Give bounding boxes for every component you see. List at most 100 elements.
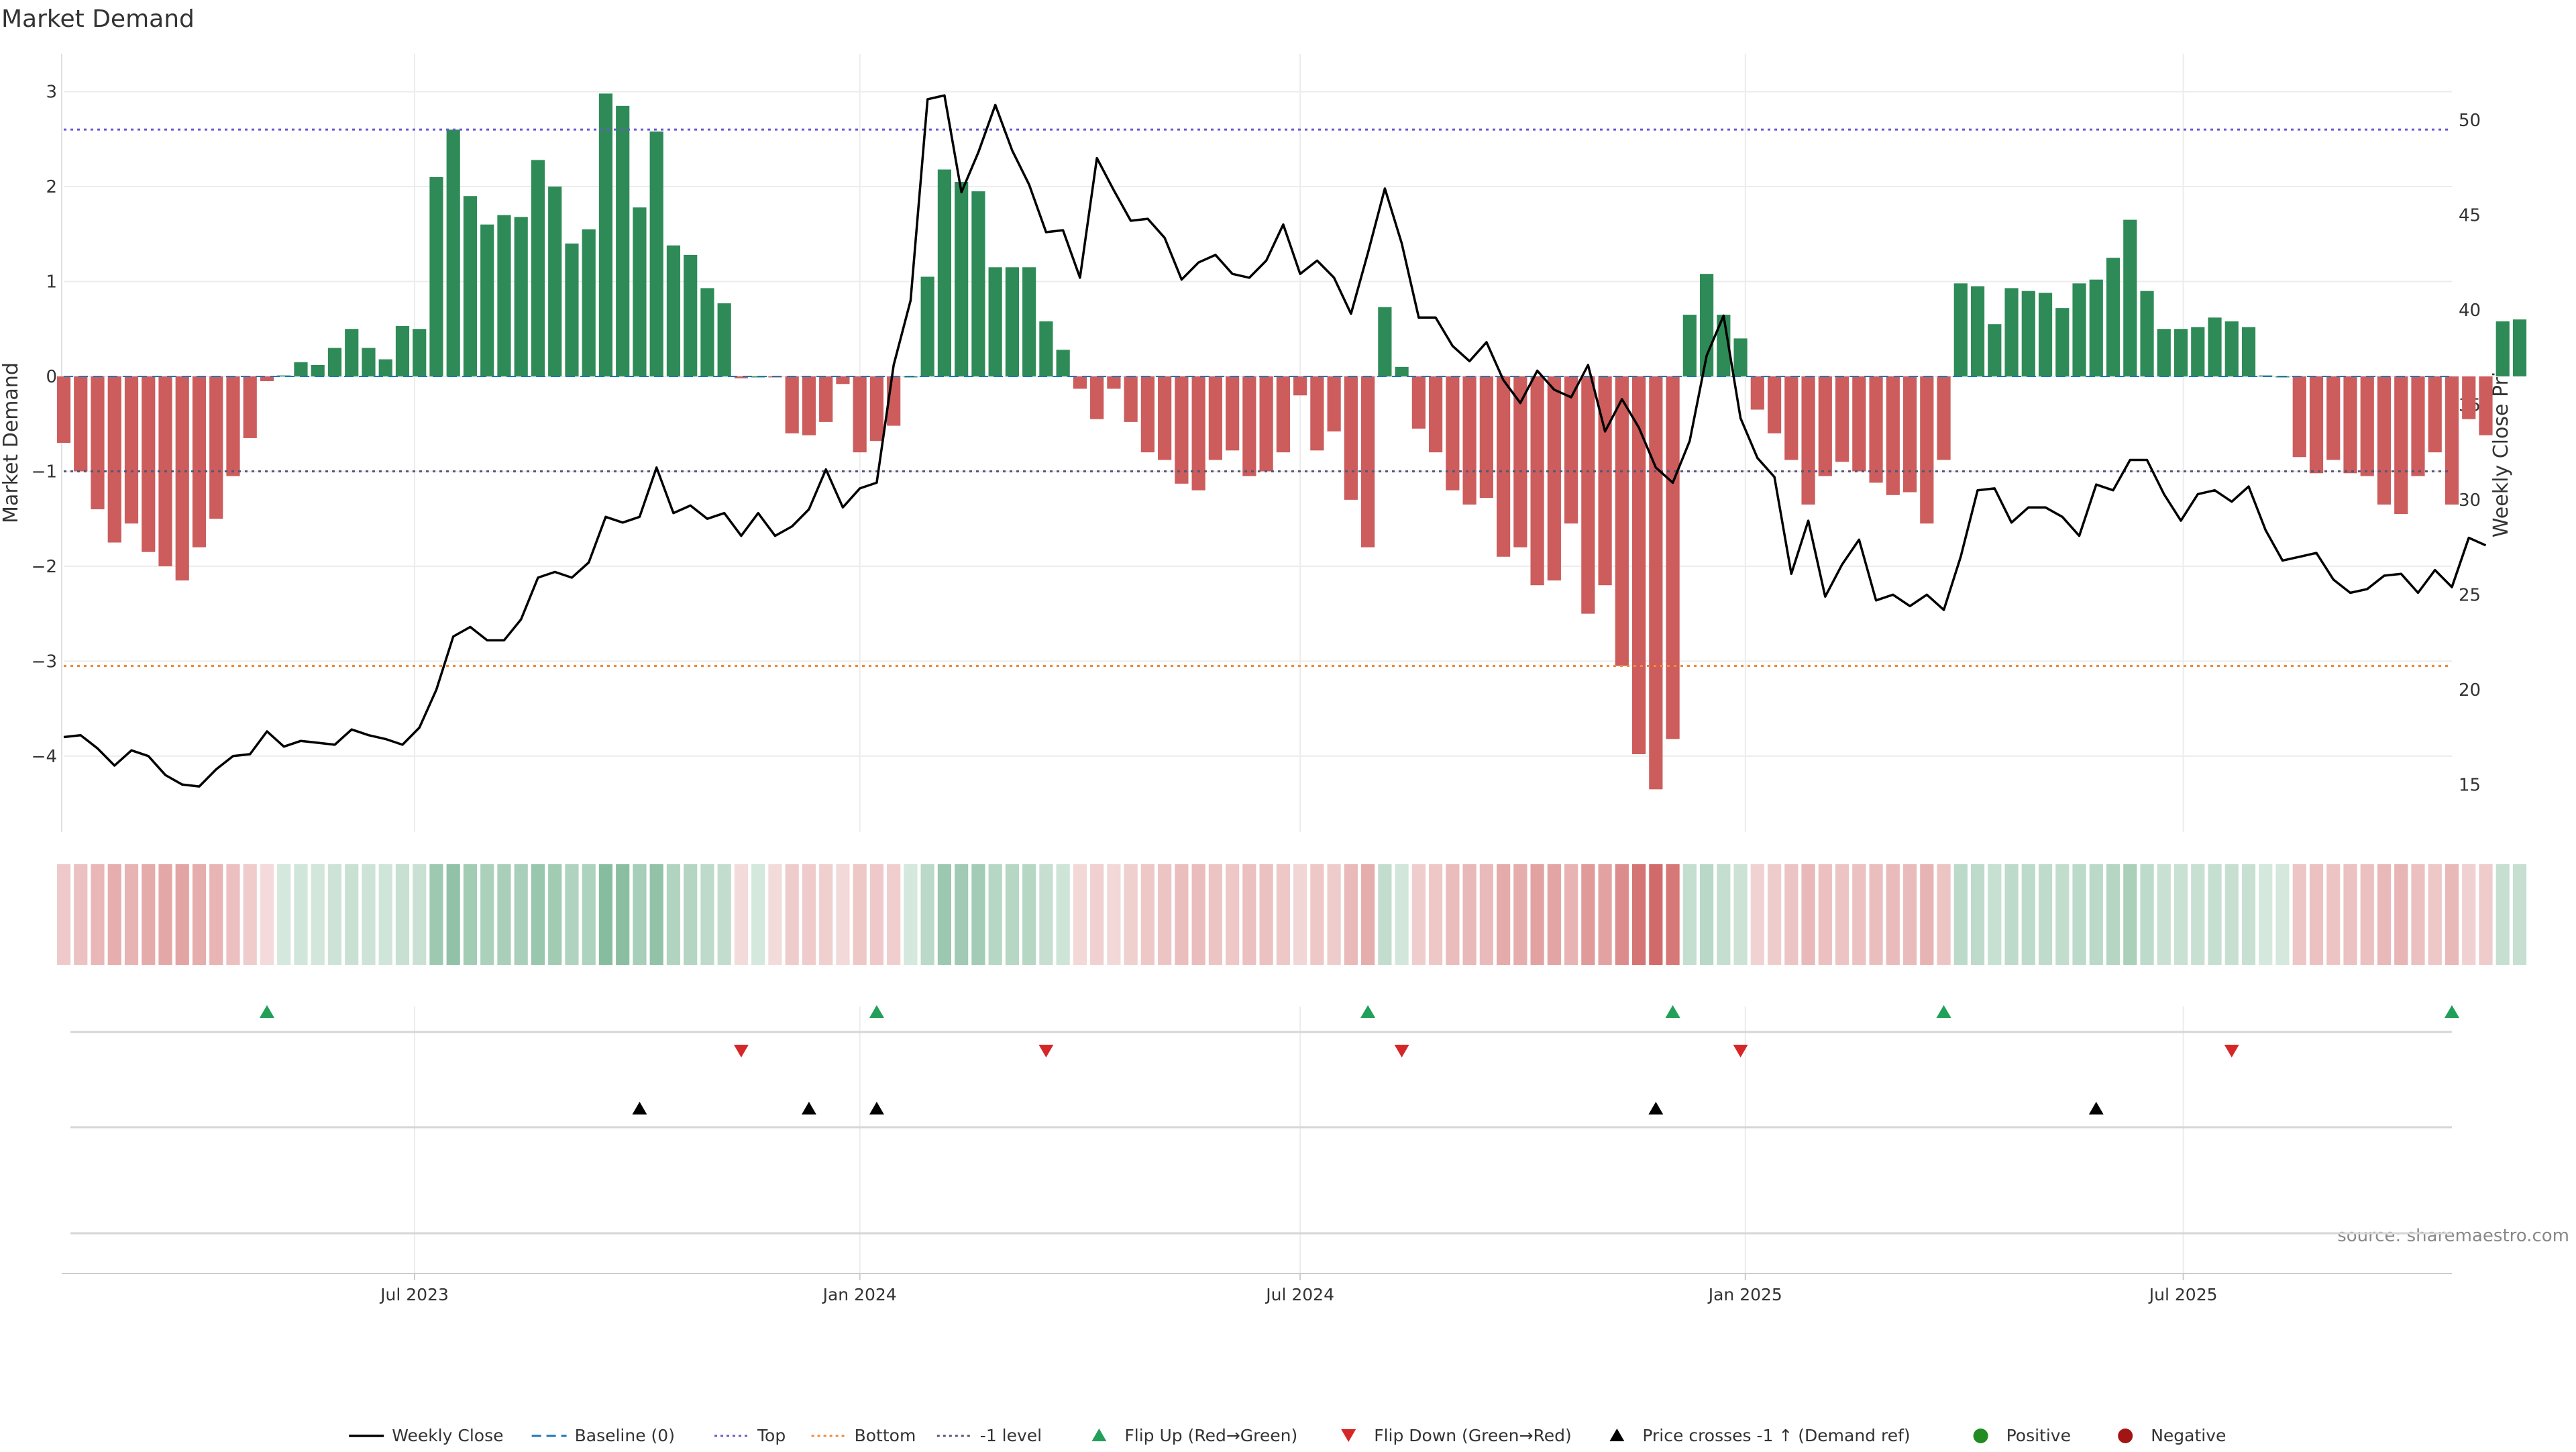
heat-strip-cell bbox=[1073, 864, 1087, 965]
x-tick-label: Jul 2025 bbox=[2148, 1285, 2218, 1304]
demand-bar bbox=[1005, 267, 1019, 376]
demand-bar bbox=[802, 376, 816, 435]
legend-swatch-circle bbox=[2118, 1429, 2133, 1443]
legend-label: Weekly Close bbox=[392, 1426, 503, 1445]
heat-strip-cell bbox=[1497, 864, 1511, 965]
heat-strip-cell bbox=[2259, 864, 2273, 965]
demand-bar bbox=[1462, 376, 1477, 505]
demand-bar bbox=[548, 187, 562, 376]
heat-strip-cell bbox=[1869, 864, 1883, 965]
y-right-tick-label: 40 bbox=[2459, 301, 2481, 321]
demand-bar bbox=[1598, 376, 1612, 586]
heat-strip-cell bbox=[311, 864, 325, 965]
heat-strip-cell bbox=[633, 864, 647, 965]
demand-bar bbox=[1631, 376, 1646, 754]
demand-bar bbox=[1022, 267, 1036, 376]
y-axis-label: Market Demand bbox=[0, 362, 23, 523]
heat-strip-cell bbox=[1039, 864, 1053, 965]
demand-bar bbox=[2445, 376, 2459, 505]
heat-strip-cell bbox=[1513, 864, 1527, 965]
heat-strip-cell bbox=[1022, 864, 1036, 965]
heat-strip-cell bbox=[1902, 864, 1917, 965]
heat-strip-cell bbox=[260, 864, 274, 965]
legend: Weekly Close Baseline (0) Top Bottom -1 leve… bbox=[349, 1426, 2226, 1445]
demand-heat-strip bbox=[56, 864, 2527, 965]
legend-label: -1 level bbox=[980, 1426, 1042, 1445]
heat-strip-cell bbox=[1615, 864, 1629, 965]
demand-bar bbox=[260, 376, 274, 382]
heat-strip-cell bbox=[768, 864, 782, 965]
demand-bar bbox=[988, 267, 1002, 376]
demand-bar bbox=[1953, 283, 1968, 376]
heat-strip-cell bbox=[582, 864, 596, 965]
demand-bar bbox=[1564, 376, 1578, 524]
demand-bar bbox=[1801, 376, 1815, 505]
heat-strip-cell bbox=[1293, 864, 1307, 965]
source-note: source: sharemaestro.com bbox=[2337, 1226, 2569, 1246]
demand-bars bbox=[56, 93, 2527, 790]
demand-bar bbox=[1056, 350, 1070, 376]
demand-bar bbox=[226, 376, 240, 476]
heat-strip-cell bbox=[1090, 864, 1104, 965]
demand-bar bbox=[2411, 376, 2425, 476]
legend-swatch-triangle-up bbox=[1609, 1429, 1625, 1441]
x-tick-label: Jan 2024 bbox=[822, 1285, 897, 1304]
heat-strip-cell bbox=[327, 864, 342, 965]
heat-strip-cell bbox=[565, 864, 579, 965]
y-right-tick-label: 20 bbox=[2459, 680, 2481, 701]
flip-down-marker bbox=[1038, 1045, 1054, 1057]
heat-strip-cell bbox=[1378, 864, 1392, 965]
heat-strip-cell bbox=[463, 864, 478, 965]
heat-strip-cell bbox=[1361, 864, 1375, 965]
y-right-tick-label: 25 bbox=[2459, 585, 2481, 605]
demand-bar bbox=[91, 376, 105, 510]
demand-bar bbox=[684, 254, 698, 376]
demand-bar bbox=[311, 365, 325, 376]
demand-bar bbox=[633, 207, 647, 376]
y-tick-label: −2 bbox=[32, 557, 57, 577]
heat-strip-cell bbox=[700, 864, 714, 965]
demand-bar bbox=[1479, 376, 1493, 499]
demand-bar bbox=[429, 176, 443, 376]
heat-strip-cell bbox=[1395, 864, 1409, 965]
heat-strip-cell bbox=[1310, 864, 1324, 965]
heat-strip-cell bbox=[74, 864, 88, 965]
demand-bar bbox=[2360, 376, 2374, 476]
heat-strip-cell bbox=[2106, 864, 2121, 965]
demand-bar bbox=[209, 376, 223, 519]
heat-strip-cell bbox=[785, 864, 799, 965]
demand-bar bbox=[2343, 376, 2357, 474]
demand-bar bbox=[1175, 376, 1189, 484]
demand-bar bbox=[124, 376, 139, 524]
heat-strip-cell bbox=[56, 864, 71, 965]
heat-strip-cell bbox=[243, 864, 257, 965]
price-cross-marker bbox=[801, 1102, 816, 1114]
heat-strip-cell bbox=[158, 864, 172, 965]
demand-bar bbox=[1140, 376, 1155, 453]
y-tick-label: 0 bbox=[46, 367, 57, 387]
heat-strip-cell bbox=[1259, 864, 1273, 965]
heat-strip-cell bbox=[107, 864, 121, 965]
heat-strip-cell bbox=[1666, 864, 1680, 965]
heat-strip-cell bbox=[1056, 864, 1070, 965]
demand-bar bbox=[1733, 338, 1748, 376]
heat-strip-cell bbox=[1208, 864, 1222, 965]
grid-layer bbox=[64, 54, 2452, 1275]
heat-strip-cell bbox=[1276, 864, 1290, 965]
heat-strip-cell bbox=[1344, 864, 1358, 965]
heat-strip-cell bbox=[1581, 864, 1595, 965]
weekly-close-line bbox=[63, 94, 2487, 788]
demand-bar bbox=[1124, 376, 1138, 422]
heat-strip-cell bbox=[920, 864, 934, 965]
demand-bar bbox=[378, 359, 392, 376]
demand-bar bbox=[598, 93, 613, 376]
demand-bar bbox=[175, 376, 189, 581]
demand-bar bbox=[734, 376, 749, 378]
heat-strip-cell bbox=[1767, 864, 1782, 965]
demand-bar bbox=[1835, 376, 1849, 462]
price-cross-marker bbox=[2088, 1102, 2104, 1114]
price-cross-marker bbox=[869, 1102, 884, 1114]
heat-strip-cell bbox=[480, 864, 494, 965]
